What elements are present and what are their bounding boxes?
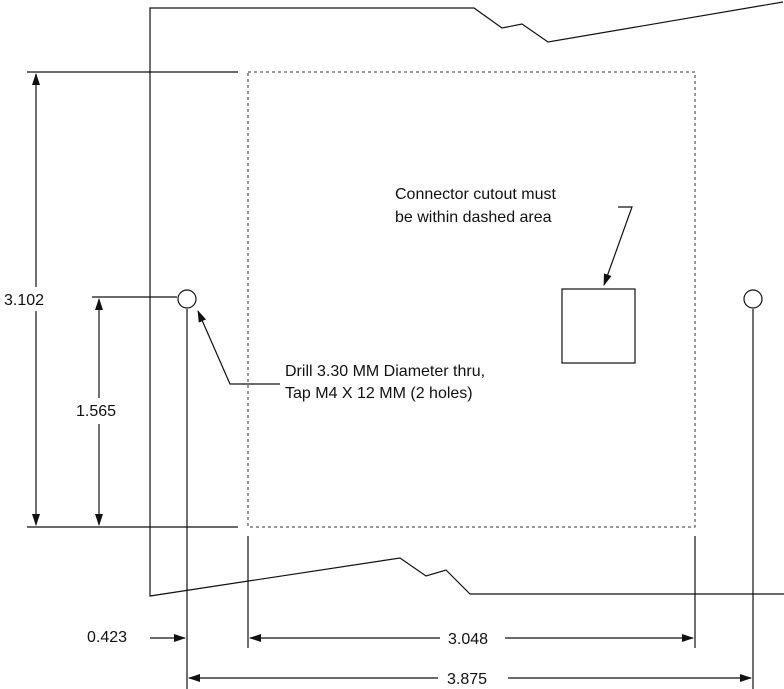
board-outline bbox=[149, 1, 784, 597]
dimension-hole-height: 1.565 bbox=[76, 403, 116, 420]
mounting-hole-left bbox=[177, 289, 197, 309]
dimension-overall-height: 3.102 bbox=[4, 292, 44, 309]
drill-note-leader bbox=[197, 310, 280, 385]
drill-note-line1: Drill 3.30 MM Diameter thru, bbox=[285, 363, 485, 380]
drill-note-line2: Tap M4 X 12 MM (2 holes) bbox=[285, 385, 473, 402]
connector-cutout bbox=[561, 288, 636, 364]
connector-area-dashed bbox=[247, 71, 696, 528]
dimension-cutout-width: 3.048 bbox=[448, 631, 488, 648]
dimension-hole-spacing: 3.875 bbox=[447, 671, 487, 688]
mounting-hole-right bbox=[743, 289, 763, 309]
connector-note-leader bbox=[603, 206, 633, 286]
dimension-edge-offset: 0.423 bbox=[87, 629, 127, 646]
connector-note-line2: be within dashed area bbox=[395, 209, 552, 226]
connector-note-line1: Connector cutout must bbox=[395, 186, 557, 203]
